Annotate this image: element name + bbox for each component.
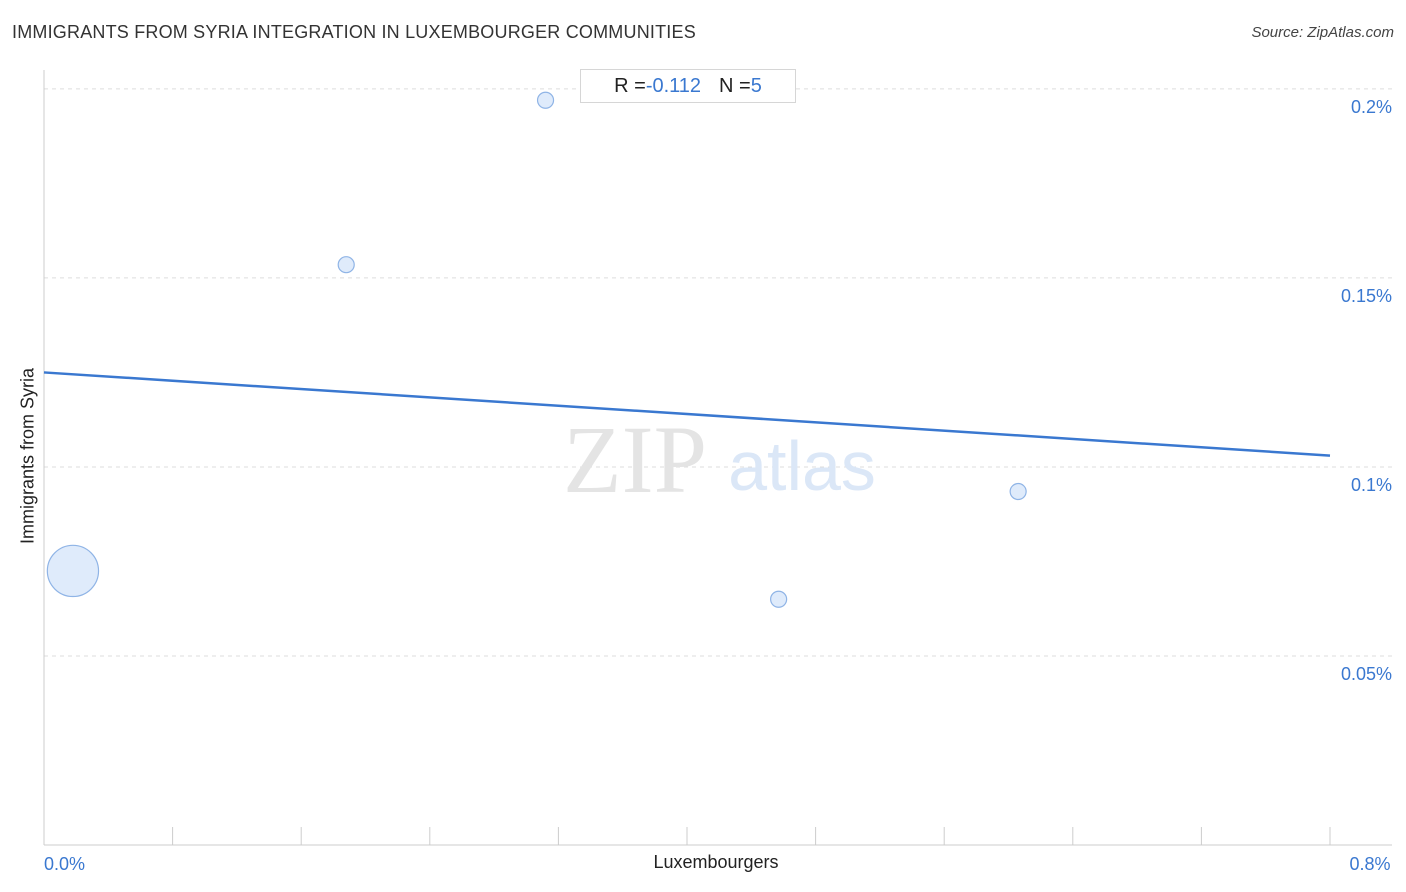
- watermark-zip: ZIP: [563, 406, 707, 513]
- trend-line-group: [43, 371, 1331, 457]
- y-tick-label-2: 0.1%: [1351, 475, 1392, 495]
- x-tick-label-1: 0.8%: [1349, 854, 1390, 874]
- zipatlas-watermark: ZIP atlas: [563, 406, 876, 513]
- r-label: R =: [614, 74, 646, 97]
- chart-title: IMMIGRANTS FROM SYRIA INTEGRATION IN LUX…: [12, 22, 696, 42]
- x-tick-label-0: 0.0%: [44, 854, 85, 874]
- y-tick-label-0: 0.2%: [1351, 97, 1392, 117]
- source-credit: Source: ZipAtlas.com: [1251, 24, 1394, 41]
- y-tick-label-1: 0.15%: [1341, 286, 1392, 306]
- grid-lines: [44, 88, 1392, 657]
- x-axis-label: Luxembourgers: [653, 852, 779, 872]
- data-point-3: [770, 590, 788, 608]
- data-point-0: [46, 544, 100, 598]
- correlation-stats-box: R = -0.112 N = 5: [580, 69, 796, 103]
- data-point-2: [536, 91, 555, 109]
- y-axis-label: Immigrants from Syria: [17, 367, 38, 545]
- r-value: -0.112: [645, 74, 702, 97]
- axes: [43, 70, 1392, 846]
- tick-labels: 0.2% 0.15% 0.1% 0.05% 0.0% 0.8%: [44, 97, 1392, 874]
- data-point-4: [1009, 482, 1027, 501]
- watermark-atlas: atlas: [728, 427, 876, 505]
- data-point-1: [337, 256, 355, 274]
- trend-line: [43, 371, 1331, 457]
- n-value: 5: [750, 74, 762, 97]
- n-label: N =: [719, 74, 751, 97]
- data-points: [46, 91, 1027, 608]
- y-tick-label-3: 0.05%: [1341, 664, 1392, 684]
